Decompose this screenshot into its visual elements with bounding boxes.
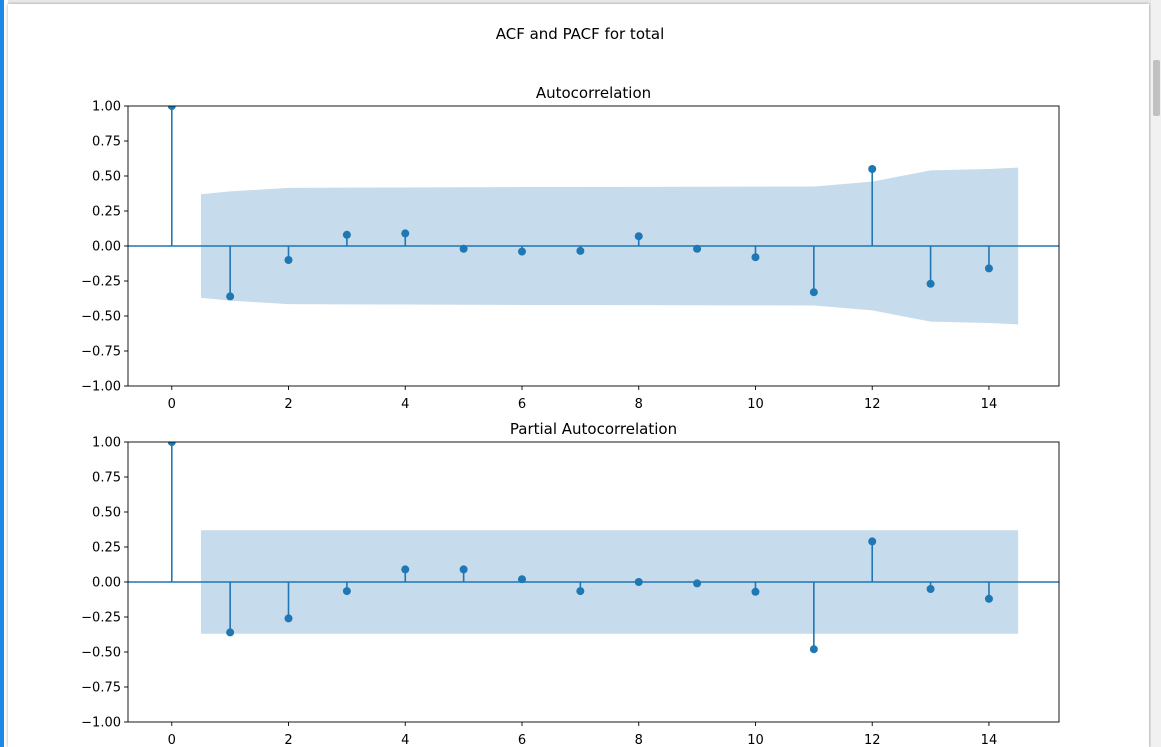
marker-lag-0 — [167, 106, 176, 110]
y-tick-label: −0.25 — [81, 611, 121, 626]
y-tick-label: −0.75 — [81, 681, 121, 696]
marker-lag-5 — [459, 244, 468, 253]
marker-lag-2 — [284, 256, 293, 264]
marker-lag-11 — [809, 288, 818, 297]
x-tick-label: 2 — [284, 397, 292, 412]
x-tick-label: 14 — [981, 733, 998, 747]
y-tick-label: −1.00 — [81, 380, 121, 395]
y-tick-label: 0.25 — [92, 205, 121, 220]
x-tick-label: 4 — [401, 733, 409, 747]
marker-lag-3 — [342, 230, 351, 239]
scrollbar-track[interactable] — [1151, 0, 1161, 747]
y-tick-label: 0.00 — [92, 576, 121, 591]
marker-lag-6 — [517, 247, 526, 256]
x-tick-label: 12 — [864, 733, 881, 747]
x-tick-label: 14 — [981, 397, 998, 412]
window-left-accent — [0, 0, 4, 747]
marker-lag-13 — [926, 585, 935, 593]
marker-lag-10 — [751, 587, 760, 596]
pacf-plot: 1.00 0.75 0.50 0.25 0.00 −0.25 −0.50 −0.75 −1.00… — [81, 420, 1060, 747]
y-tick-label: 1.00 — [92, 100, 121, 115]
y-tick-label: 0.50 — [92, 506, 121, 521]
marker-lag-0 — [167, 442, 176, 446]
marker-lag-10 — [751, 253, 760, 262]
marker-lag-6 — [517, 575, 526, 584]
y-tick-label: −0.50 — [81, 310, 121, 325]
x-tick-label: 8 — [635, 397, 643, 412]
x-tick-label: 2 — [284, 733, 292, 747]
acf-plot: 1.00 0.75 0.50 0.25 0.00 −0.25 −0.50 −0.75 −1.00… — [81, 84, 1060, 412]
y-tick-label: −0.25 — [81, 275, 121, 290]
marker-lag-12 — [868, 537, 877, 546]
marker-lag-8 — [634, 578, 643, 586]
y-tick-label: 0.75 — [92, 135, 121, 150]
marker-lag-2 — [284, 614, 293, 623]
scrollbar-thumb[interactable] — [1153, 60, 1160, 116]
subplot-title: Partial Autocorrelation — [510, 420, 677, 438]
marker-lag-9 — [693, 244, 702, 253]
marker-lag-11 — [809, 645, 818, 654]
marker-lag-7 — [576, 246, 585, 255]
marker-lag-12 — [868, 165, 877, 173]
x-tick-label: 10 — [747, 733, 764, 747]
x-tick-label: 0 — [168, 733, 176, 747]
y-tick-label: 1.00 — [92, 436, 121, 451]
marker-lag-14 — [984, 264, 993, 273]
y-tick-label: −1.00 — [81, 716, 121, 731]
y-tick-label: 0.50 — [92, 170, 121, 185]
window-left-gap — [4, 0, 8, 747]
figure-title: ACF and PACF for total — [496, 25, 665, 43]
x-tick-label: 8 — [635, 733, 643, 747]
y-tick-label: 0.00 — [92, 240, 121, 255]
x-tick-label: 4 — [401, 397, 409, 412]
y-tick-label: −0.50 — [81, 646, 121, 661]
marker-lag-13 — [926, 279, 935, 288]
marker-lag-3 — [342, 587, 351, 596]
subplot-title: Autocorrelation — [536, 84, 651, 102]
x-tick-label: 0 — [168, 397, 176, 412]
y-tick-label: 0.75 — [92, 471, 121, 486]
marker-lag-1 — [226, 292, 235, 301]
marker-lag-1 — [226, 628, 235, 637]
x-tick-label: 10 — [747, 397, 764, 412]
marker-lag-7 — [576, 587, 585, 596]
y-tick-label: 0.25 — [92, 541, 121, 556]
marker-lag-4 — [401, 565, 410, 574]
x-tick-label: 6 — [518, 733, 526, 747]
marker-lag-8 — [634, 232, 643, 241]
x-tick-label: 12 — [864, 397, 881, 412]
marker-lag-4 — [401, 229, 410, 238]
marker-lag-14 — [984, 594, 993, 603]
x-tick-label: 6 — [518, 397, 526, 412]
y-tick-label: −0.75 — [81, 345, 121, 360]
marker-lag-9 — [693, 579, 702, 588]
marker-lag-5 — [459, 565, 468, 574]
